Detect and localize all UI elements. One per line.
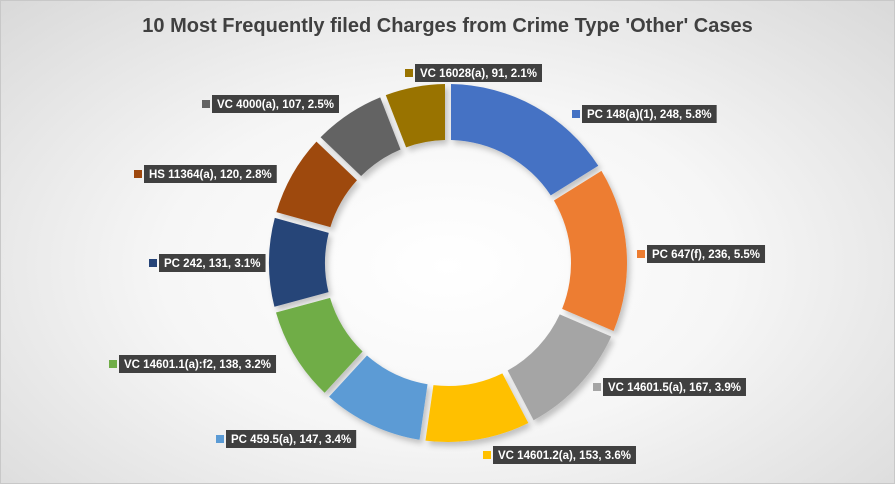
data-label-box [415,64,542,82]
data-label-box [159,254,266,272]
data-label-box [493,446,636,464]
label-color-key [202,100,210,108]
data-label-text: PC 242, 131, 3.1% [164,258,261,270]
data-label-box [647,245,766,263]
data-label: PC 242, 131, 3.1% [149,254,266,272]
label-color-key [134,170,142,178]
label-color-key [637,250,645,258]
data-label-text: HS 11364(a), 120, 2.8% [149,169,272,181]
data-label-text: VC 4000(a), 107, 2.5% [217,99,334,111]
doughnut-slice[interactable] [507,314,612,421]
label-color-key [216,435,224,443]
doughnut-slice[interactable] [425,373,529,442]
data-label: PC 647(f), 236, 5.5% [637,245,766,263]
data-label-text: VC 14601.5(a), 167, 3.9% [608,382,741,394]
doughnut-slice[interactable] [329,355,428,440]
data-label-box [212,95,339,113]
data-label: PC 459.5(a), 147, 3.4% [216,430,357,448]
doughnut-slice[interactable] [275,297,363,393]
data-label-text: PC 148(a)(1), 248, 5.8% [587,109,712,121]
label-color-key [593,383,601,391]
doughnut-slice[interactable] [320,97,401,176]
data-label-box [144,165,277,183]
data-label-text: PC 647(f), 236, 5.5% [652,249,760,261]
data-label-box [119,355,277,373]
data-label: VC 16028(a), 91, 2.1% [405,64,542,82]
data-label-text: VC 14601.1(a):f2, 138, 3.2% [124,359,271,371]
data-label: VC 14601.2(a), 153, 3.6% [483,446,636,464]
doughnut-slice[interactable] [553,170,627,332]
label-color-key [483,451,491,459]
doughnut-slice[interactable] [385,84,446,148]
chart-title: 10 Most Frequently filed Charges from Cr… [142,15,753,37]
data-label-box [226,430,357,448]
doughnut-slice[interactable] [276,141,357,228]
label-color-key [109,360,117,368]
data-label: PC 148(a)(1), 248, 5.8% [572,105,717,123]
data-label: VC 14601.5(a), 167, 3.9% [593,378,746,396]
label-color-key [572,110,580,118]
data-label: VC 4000(a), 107, 2.5% [202,95,339,113]
data-label: VC 14601.1(a):f2, 138, 3.2% [109,355,277,373]
label-color-key [149,259,157,267]
doughnut-slice[interactable] [450,84,599,196]
data-label-box [582,105,717,123]
doughnut-slice[interactable] [269,217,329,307]
data-label: HS 11364(a), 120, 2.8% [134,165,277,183]
data-label-text: PC 459.5(a), 147, 3.4% [231,434,351,446]
data-label-text: VC 16028(a), 91, 2.1% [420,68,537,80]
label-color-key [405,69,413,77]
data-label-text: VC 14601.2(a), 153, 3.6% [498,450,631,462]
data-label-box [603,378,746,396]
